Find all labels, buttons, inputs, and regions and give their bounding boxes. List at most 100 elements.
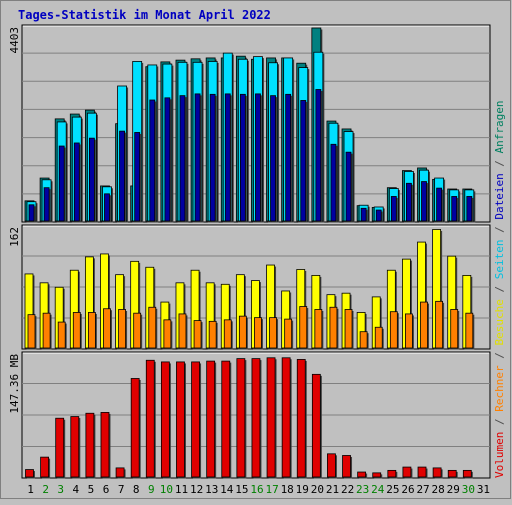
side-label-part: / — [493, 220, 506, 240]
bar-rechner — [299, 306, 308, 349]
bar-volumen — [191, 361, 200, 478]
bar-volumen — [311, 373, 321, 478]
bar-rechner — [344, 309, 353, 349]
day-label: 1 — [27, 483, 34, 496]
bar-volumen — [327, 453, 336, 478]
bar-rechner — [178, 313, 187, 349]
day-label: 20 — [311, 483, 324, 496]
side-label-part: / — [493, 153, 506, 173]
bar-dateien — [149, 99, 156, 222]
side-label-part: / — [493, 279, 506, 299]
day-label: 30 — [462, 483, 475, 496]
side-label-part: Volumen — [493, 432, 506, 478]
day-labels: 1 2 3 4 5 6 7 8 9 10 11 12 13 14 15 16 17 18 19 20 21 22 23 24 2… — [27, 483, 490, 496]
bar-volumen — [296, 359, 306, 478]
bar-dateien — [209, 93, 216, 222]
side-label-part: / — [493, 412, 506, 432]
bar-rechner — [133, 312, 142, 349]
bar-rechner — [223, 319, 232, 349]
day-label: 11 — [175, 483, 188, 496]
bar-volumen — [115, 467, 125, 478]
legend-side-label: Volumen / Rechner / Besuche / Seiten / D… — [493, 100, 506, 478]
bar-dateien — [43, 187, 50, 222]
bar-volumen — [281, 357, 291, 478]
day-label: 4 — [73, 483, 80, 496]
bar-rechner — [389, 311, 398, 349]
bar-volumen — [387, 469, 397, 478]
side-label-part: / — [493, 346, 506, 366]
day-label: 14 — [220, 483, 234, 496]
side-label-part: Seiten — [493, 240, 506, 280]
bar-volumen — [266, 357, 276, 478]
bar-volumen — [70, 416, 80, 478]
bar-dateien — [421, 181, 427, 222]
bar-volumen — [432, 467, 442, 478]
day-label: 16 — [250, 483, 263, 496]
bar-rechner — [87, 312, 96, 349]
bar-rechner — [57, 321, 66, 349]
day-label: 10 — [160, 483, 173, 496]
day-label: 3 — [57, 483, 64, 496]
bar-dateien — [255, 93, 261, 222]
bar-dateien — [390, 196, 397, 222]
panel-requests: 4403 — [8, 24, 491, 223]
bar-volumen — [357, 471, 367, 478]
day-label: 9 — [148, 483, 155, 496]
day-label: 8 — [133, 483, 140, 496]
bar-dateien — [28, 204, 35, 222]
bar-volumen — [206, 360, 216, 478]
bar-rechner — [27, 314, 36, 349]
day-label: 17 — [265, 483, 278, 496]
bar-dateien — [270, 95, 276, 222]
day-label: 18 — [281, 483, 294, 496]
max-label-requests: 4403 — [8, 27, 21, 54]
bar-rechner — [72, 312, 81, 349]
bar-rechner — [148, 306, 157, 349]
bar-volumen — [40, 456, 49, 478]
bar-rechner — [314, 309, 323, 349]
day-label: 22 — [341, 483, 354, 496]
bar-rechner — [284, 318, 293, 349]
max-label-volume: 147.36 MB — [8, 354, 21, 414]
bar-rechner — [435, 300, 444, 349]
panels: 4403 162 147.36 MB — [8, 24, 491, 479]
side-label-part: Rechner — [493, 365, 506, 412]
bar-rechner — [329, 306, 338, 349]
bar-dateien — [466, 196, 473, 222]
bar-dateien — [330, 143, 337, 222]
day-label: 12 — [190, 483, 203, 496]
bar-dateien — [406, 182, 412, 222]
bar-rechner — [254, 317, 262, 349]
bar-dateien — [436, 187, 443, 222]
panel-visits: 162 — [8, 224, 491, 350]
bar-dateien — [179, 95, 186, 222]
bar-volumen — [130, 378, 140, 478]
bar-dateien — [224, 93, 231, 222]
bar-dateien — [451, 196, 458, 222]
bar-volumen — [402, 466, 412, 478]
bar-dateien — [285, 93, 292, 222]
day-label: 31 — [477, 483, 490, 496]
bar-dateien — [73, 142, 80, 222]
bar-volumen — [372, 472, 382, 478]
day-label: 15 — [235, 483, 248, 496]
side-label-part: Besuche — [493, 299, 506, 345]
bar-dateien — [375, 209, 382, 222]
bar-volumen — [25, 469, 34, 478]
bar-rechner — [193, 320, 202, 349]
bar-dateien — [315, 89, 322, 222]
day-label: 19 — [296, 483, 309, 496]
bar-rechner — [420, 301, 428, 349]
day-label: 5 — [88, 483, 95, 496]
bar-rechner — [405, 313, 413, 349]
day-label: 29 — [447, 483, 460, 496]
bar-volumen — [251, 358, 261, 478]
bar-volumen — [85, 412, 95, 478]
day-label: 25 — [386, 483, 399, 496]
bar-dateien — [88, 137, 95, 222]
bar-dateien — [345, 151, 352, 222]
bar-rechner — [163, 319, 172, 349]
bar-dateien — [134, 132, 141, 222]
day-label: 28 — [432, 483, 445, 496]
